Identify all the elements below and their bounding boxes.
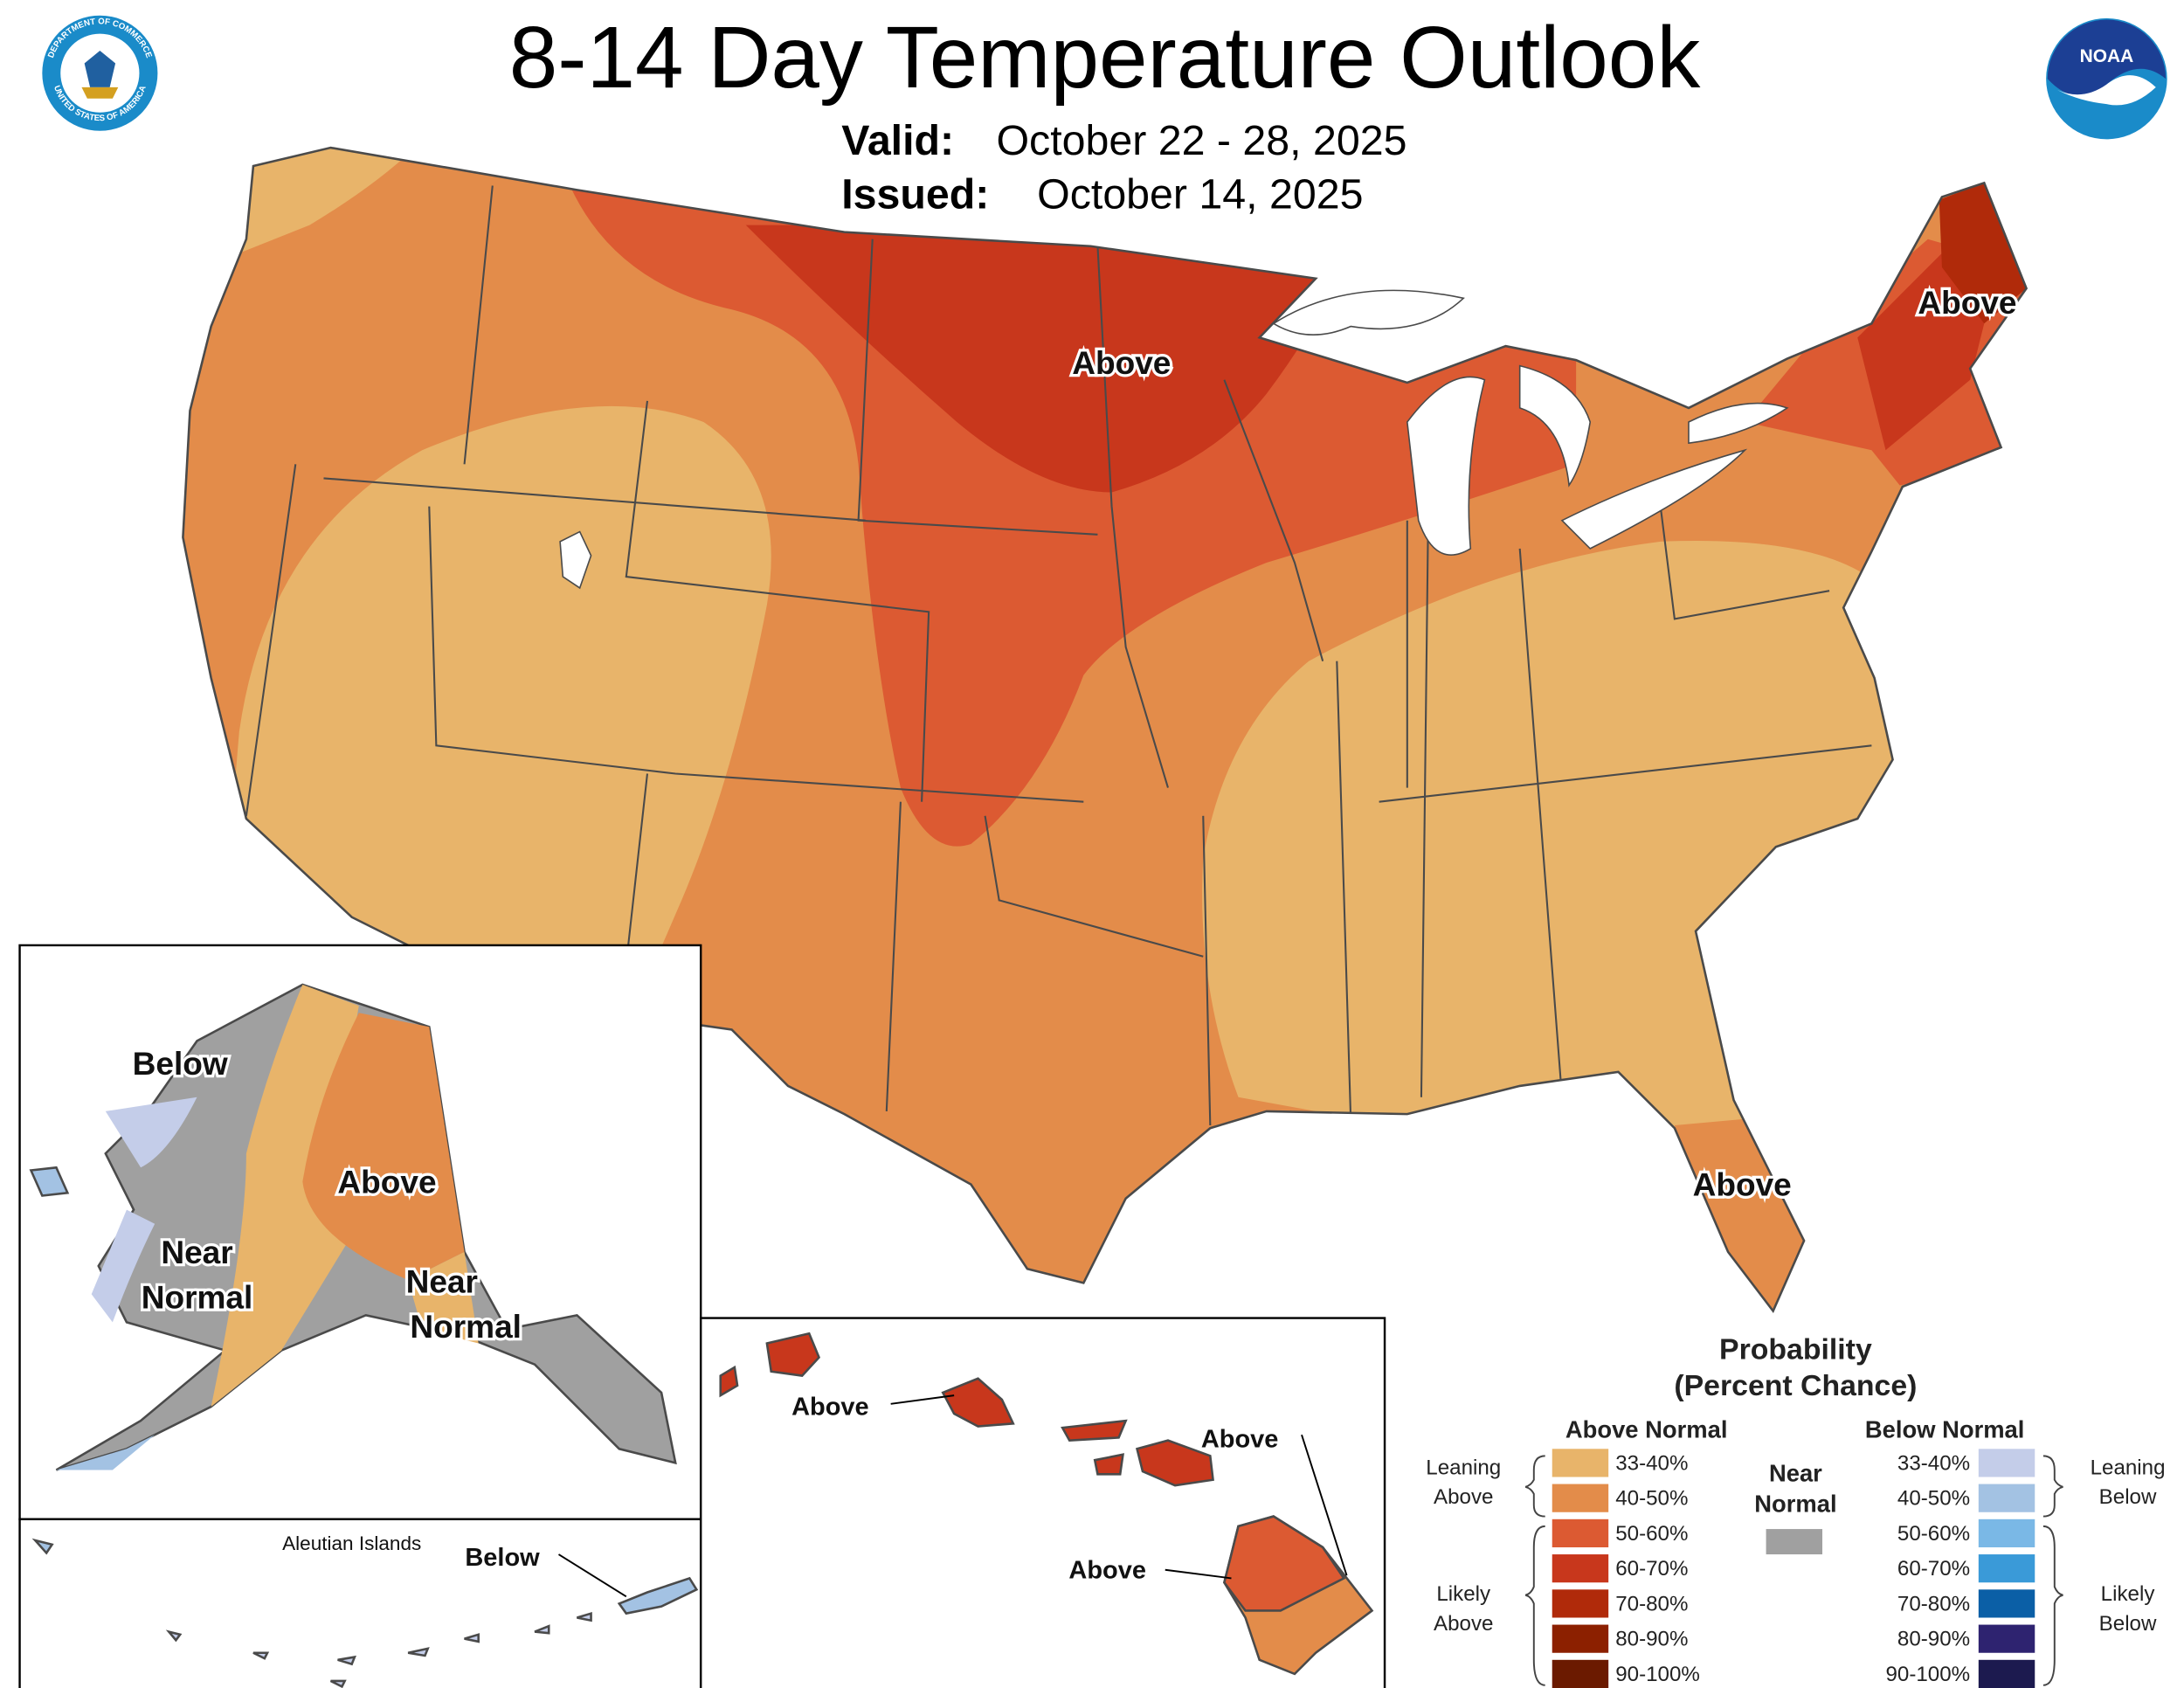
legend-heading: Above Normal [1565, 1415, 1728, 1442]
legend-label: 40-50% [1615, 1487, 1688, 1511]
alaska [29, 983, 677, 1471]
legend-label: 50-60% [1615, 1522, 1688, 1546]
noaa-logo: NOAA [2046, 17, 2167, 140]
map-label: Above [337, 1163, 436, 1200]
title: 8-14 Day Temperature Outlook [509, 10, 1702, 107]
legend-swatch [1978, 1449, 2035, 1477]
legend-group: Leaning [1426, 1456, 1501, 1479]
legend-label: 90-100% [1615, 1663, 1700, 1686]
legend-label: 80-90% [1897, 1628, 1970, 1651]
legend-swatch [1552, 1449, 1609, 1477]
legend: Probability (Percent Chance) Above Norma… [1426, 1332, 2166, 1688]
legend-title: (Percent Chance) [1674, 1369, 1917, 1402]
legend-group: Above [1434, 1612, 1493, 1636]
map-label: Near [406, 1263, 478, 1300]
legend-label: 60-70% [1897, 1557, 1970, 1581]
legend-swatch [1978, 1484, 2035, 1512]
legend-group: Likely [1436, 1582, 1491, 1606]
map-label: Normal [142, 1278, 253, 1315]
valid-value: October 22 - 28, 2025 [996, 117, 1406, 164]
zone-60-70 [745, 225, 1337, 493]
map-label: Normal [410, 1308, 522, 1345]
map-label: Above [1693, 1166, 1792, 1203]
legend-label: 60-70% [1615, 1557, 1688, 1581]
legend-swatch [1552, 1519, 1609, 1547]
legend-swatch [1552, 1624, 1609, 1653]
legend-swatch [1978, 1624, 2035, 1653]
legend-group: Above [1434, 1485, 1493, 1509]
zone-33-40 [211, 405, 771, 1069]
legend-swatch [1552, 1484, 1609, 1512]
legend-group: Likely [2101, 1582, 2156, 1606]
legend-swatch [1978, 1589, 2035, 1618]
zone-33-40 [238, 148, 423, 253]
commerce-seal: DEPARTMENT OF COMMERCE UNITED STATES OF … [39, 12, 161, 134]
legend-label: 90-100% [1885, 1663, 1970, 1686]
legend-swatch [1552, 1659, 1609, 1688]
legend-heading: Below Normal [1865, 1415, 2024, 1442]
legend-swatch [1978, 1554, 2035, 1583]
legend-swatch [1552, 1589, 1609, 1618]
legend-label: 40-50% [1897, 1487, 1970, 1511]
legend-group: Below [2099, 1612, 2157, 1636]
legend-group: Leaning [2091, 1456, 2166, 1479]
map-label: Below [133, 1045, 228, 1082]
map-label: Above [1201, 1426, 1279, 1454]
zone-70-80 [1939, 183, 2027, 324]
legend-heading: Normal [1754, 1491, 1836, 1518]
hawaii [719, 1332, 1374, 1676]
legend-heading: Near [1769, 1459, 1822, 1486]
inset-title: Aleutian Islands [282, 1532, 421, 1554]
legend-swatch [1978, 1519, 2035, 1547]
legend-label: 70-80% [1615, 1592, 1688, 1615]
map-label: Below [465, 1544, 540, 1572]
map-label: Above [1068, 1556, 1146, 1584]
legend-label: 33-40% [1897, 1451, 1970, 1475]
zone-40-50 [1674, 1110, 1830, 1311]
legend-swatch [1552, 1554, 1609, 1583]
map-label: Near [161, 1234, 232, 1270]
legend-label: 70-80% [1897, 1592, 1970, 1615]
issued-value: October 14, 2025 [1037, 170, 1363, 218]
noaa-text: NOAA [2080, 46, 2134, 66]
map-label: Above [791, 1394, 869, 1422]
legend-label: 80-90% [1615, 1628, 1688, 1651]
legend-label: 50-60% [1897, 1522, 1970, 1546]
legend-group: Below [2099, 1485, 2157, 1509]
legend-title: Probability [1719, 1332, 1872, 1366]
map-label: Above [1918, 284, 2016, 321]
issued-label: Issued: [841, 170, 989, 218]
legend-swatch [1978, 1659, 2035, 1688]
map-label: Above [1072, 344, 1171, 381]
aleutian-inset [18, 1518, 702, 1688]
aleutians [31, 1538, 699, 1688]
valid-label: Valid: [841, 117, 954, 164]
legend-label: 33-40% [1615, 1451, 1688, 1475]
near-swatch [1766, 1529, 1823, 1555]
